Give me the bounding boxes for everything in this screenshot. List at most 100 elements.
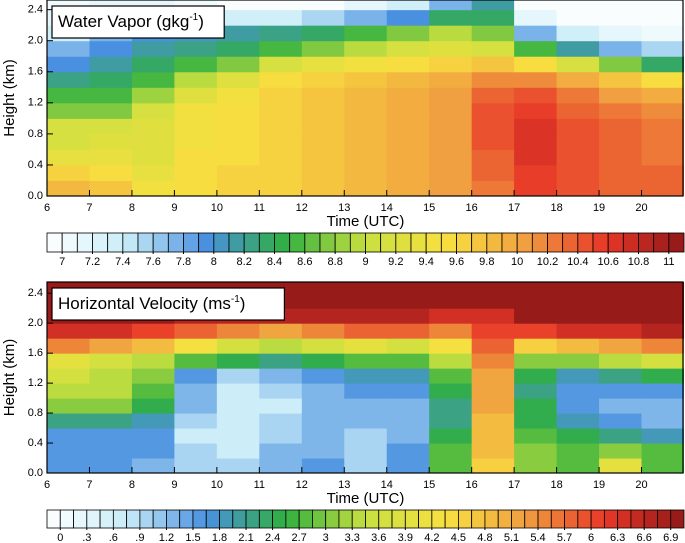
cell xyxy=(301,353,345,369)
cell xyxy=(131,353,175,369)
colorbar-label: 1.5 xyxy=(185,532,200,543)
colorbar-box xyxy=(577,509,592,529)
cell xyxy=(47,323,90,339)
cell xyxy=(386,293,430,309)
x-tick-label: 11 xyxy=(254,479,265,491)
cell xyxy=(386,164,430,181)
colorbar-label: 3.6 xyxy=(371,532,386,543)
x-tick-label: 14 xyxy=(381,479,393,491)
cell xyxy=(216,25,260,42)
cell xyxy=(429,149,473,166)
cell xyxy=(89,458,133,473)
cell xyxy=(216,398,260,414)
colorbar-label: 3.3 xyxy=(345,532,360,543)
colorbar-label: 5.7 xyxy=(557,532,572,543)
cell xyxy=(429,428,473,444)
cell xyxy=(514,398,558,414)
cell xyxy=(386,149,430,166)
cell xyxy=(514,56,558,73)
cell xyxy=(301,56,345,73)
cell xyxy=(514,282,558,294)
x-tick-label: 20 xyxy=(635,202,647,214)
colorbar-label: 7.2 xyxy=(85,256,100,268)
colorbar-box xyxy=(92,232,109,253)
cell xyxy=(641,353,684,369)
cell xyxy=(89,40,133,57)
cell xyxy=(429,368,473,384)
cell xyxy=(514,338,558,354)
cell xyxy=(89,87,133,104)
y-tick-label: 1.2 xyxy=(28,97,43,109)
cell xyxy=(386,87,430,104)
cell xyxy=(556,368,600,384)
cell xyxy=(386,0,430,11)
cell xyxy=(344,180,388,196)
colorbar-label: 11 xyxy=(663,256,674,268)
cell xyxy=(556,428,600,444)
x-tick-label: 8 xyxy=(129,202,135,214)
colorbar-box xyxy=(349,232,366,253)
colorbar-box xyxy=(638,232,655,253)
cell xyxy=(344,323,388,339)
y-tick-label: 2.4 xyxy=(28,4,43,16)
cell xyxy=(301,338,345,354)
cell xyxy=(514,353,558,369)
x-tick-label: 17 xyxy=(508,202,520,214)
colorbar-box xyxy=(378,509,393,529)
cell xyxy=(174,398,218,414)
cell xyxy=(556,293,600,309)
y-tick-label: 0.4 xyxy=(28,159,43,171)
cell xyxy=(174,56,218,73)
colorbar-box xyxy=(99,509,114,529)
cell xyxy=(259,164,303,181)
cell xyxy=(429,118,473,135)
cell xyxy=(599,293,643,309)
cell xyxy=(556,308,600,324)
cell xyxy=(174,164,218,181)
cell xyxy=(556,133,600,150)
colorbar-label: 2.7 xyxy=(291,532,306,543)
cell xyxy=(599,102,643,119)
colorbar-box xyxy=(524,509,539,529)
cell xyxy=(599,398,643,414)
cell xyxy=(174,71,218,88)
title-sup: -1 xyxy=(189,12,198,23)
title-end: ) xyxy=(198,12,204,31)
colorbar-label: 9 xyxy=(362,256,368,268)
chart-title: Horizontal Velocity (ms-1) xyxy=(58,294,245,314)
colorbar-label: 5.4 xyxy=(530,532,545,543)
colorbar-box xyxy=(61,232,78,253)
x-tick-label: 20 xyxy=(635,479,647,491)
cell xyxy=(386,56,430,73)
cell xyxy=(131,413,175,429)
cell xyxy=(47,338,90,354)
colorbar-label: 10.6 xyxy=(597,256,618,268)
y-tick-label: 1.2 xyxy=(28,377,43,389)
cell xyxy=(131,443,175,459)
cell xyxy=(259,443,303,459)
colorbar-label: 6.3 xyxy=(610,532,625,543)
cell xyxy=(216,323,260,339)
cell xyxy=(514,0,558,11)
cell xyxy=(556,40,600,57)
cell xyxy=(556,56,600,73)
cell xyxy=(471,428,515,444)
cell xyxy=(259,9,303,26)
cell xyxy=(599,180,643,196)
cell xyxy=(556,383,600,399)
y-tick-label: 2.0 xyxy=(28,317,43,329)
cell xyxy=(259,353,303,369)
y-tick-label: 0.0 xyxy=(28,467,43,479)
cell xyxy=(471,164,515,181)
cell xyxy=(344,368,388,384)
x-tick-label: 16 xyxy=(466,479,478,491)
cell xyxy=(471,413,515,429)
cell xyxy=(216,428,260,444)
cell xyxy=(344,102,388,119)
cell xyxy=(301,149,345,166)
cell xyxy=(556,353,600,369)
cell xyxy=(429,443,473,459)
colorbar-box xyxy=(112,509,128,529)
cell xyxy=(471,102,515,119)
